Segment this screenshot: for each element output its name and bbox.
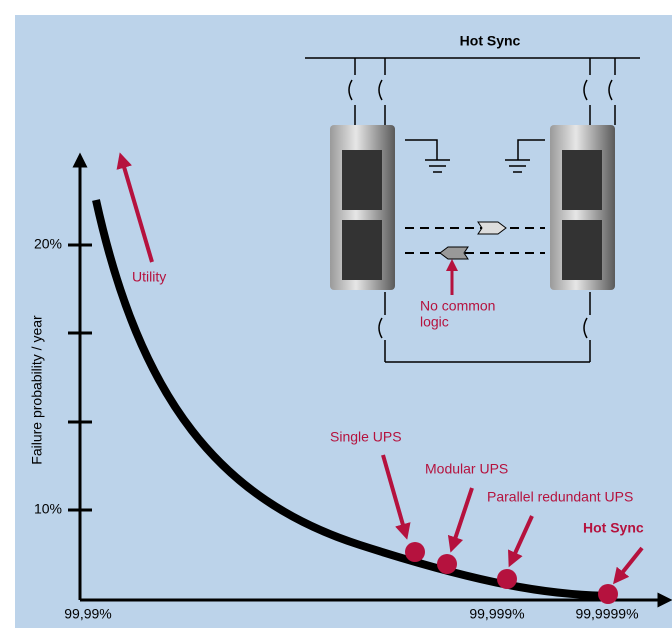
y-tick-label: 10% — [34, 501, 62, 517]
x-tick-label: 99,999% — [469, 606, 524, 622]
y-axis-label: Failure probability / year — [29, 315, 45, 465]
annotation: Modular UPS — [425, 461, 508, 477]
annotation: Single UPS — [330, 429, 402, 445]
inset-diagram: Hot Sync No common logic — [305, 33, 640, 363]
panel — [15, 15, 672, 628]
annotation: Parallel redundant UPS — [487, 489, 633, 505]
annotation: Utility — [132, 269, 166, 285]
x-tick-label: 99,99% — [64, 606, 111, 622]
points — [405, 542, 618, 604]
curve — [92, 199, 616, 600]
inset-note: No common — [420, 298, 495, 314]
inset-note: logic — [420, 314, 449, 330]
inset-title: Hot Sync — [460, 33, 521, 49]
annotation-arrows — [116, 152, 644, 585]
x-tick-label: 99,9999% — [575, 606, 638, 622]
annotation: Hot Sync — [583, 520, 644, 536]
y-tick-label: 20% — [34, 236, 62, 252]
